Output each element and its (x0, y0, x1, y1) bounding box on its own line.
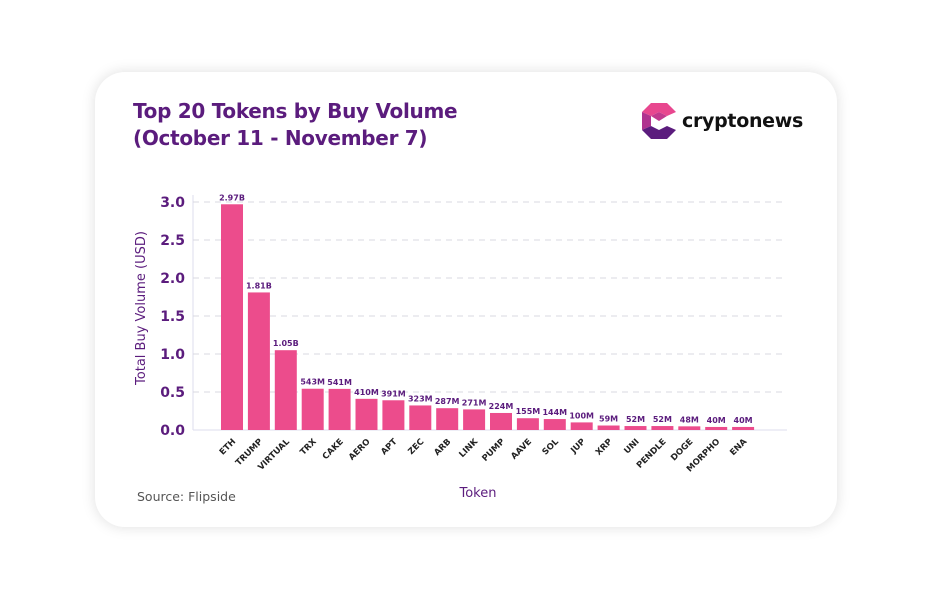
x-tick-label: TRX (298, 437, 319, 458)
bar-zec (409, 405, 432, 430)
bar-eth (221, 204, 243, 430)
bar-virtual (274, 350, 297, 430)
data-label: 541M (327, 378, 352, 387)
x-tick-label: AAVE (509, 437, 534, 462)
x-tick-label: ETH (218, 437, 238, 457)
bar-aero (355, 398, 378, 430)
x-tick-label: ZEC (406, 437, 426, 457)
title-line: Top 20 Tokens by Buy Volume (133, 99, 458, 123)
subtitle-line: (October 11 - November 7) (133, 126, 428, 150)
x-tick-label: ARB (432, 437, 453, 458)
bar-trx (301, 388, 324, 430)
data-label: 40M (734, 416, 753, 425)
bar-arb (436, 408, 459, 430)
data-label: 323M (408, 394, 433, 403)
bar-link (463, 409, 486, 430)
bar-trump (247, 292, 270, 430)
data-label: 271M (462, 398, 487, 407)
chart-card (95, 72, 837, 527)
data-label: 48M (680, 415, 699, 424)
data-label: 391M (381, 389, 406, 398)
bar-doge (678, 426, 701, 430)
data-label: 155M (516, 407, 541, 416)
data-label: 410M (354, 388, 379, 397)
data-label: 224M (489, 402, 514, 411)
data-label: 2.97B (219, 193, 245, 202)
cryptonews-logo-icon (642, 103, 676, 139)
bar-jup (570, 422, 593, 430)
x-tick-label: PUMP (480, 437, 507, 464)
bar-cake (328, 388, 351, 430)
x-tick-label: SOL (541, 437, 562, 458)
data-label: 100M (569, 411, 594, 420)
bar-morpho (705, 426, 728, 430)
y-axis-label: Total Buy Volume (USD) (134, 231, 149, 386)
x-tick-label: AERO (347, 437, 373, 463)
x-tick-label: JUP (569, 437, 588, 456)
x-axis-label: Token (459, 486, 497, 501)
bar-ena (732, 426, 755, 430)
source-note: Source: Flipside (137, 489, 236, 504)
data-label: 52M (653, 415, 672, 424)
data-label: 543M (300, 378, 325, 387)
cryptonews-logo: cryptonews (642, 103, 803, 139)
y-tick-label: 0.0 (160, 423, 185, 439)
chart-title: Top 20 Tokens by Buy Volume (October 11 … (133, 98, 458, 152)
x-tick-label: CAKE (321, 437, 346, 462)
x-tick-label: ENA (728, 437, 749, 458)
data-label: 287M (435, 397, 460, 406)
data-label: 40M (707, 416, 726, 425)
y-tick-label: 2.5 (160, 233, 185, 249)
bar-uni (624, 426, 647, 430)
bar-sol (543, 419, 566, 430)
logo-text: cryptonews (682, 110, 804, 132)
bar-xrp (597, 425, 620, 430)
y-tick-label: 2.0 (160, 271, 185, 287)
data-label: 52M (626, 415, 645, 424)
bar-pump (490, 412, 512, 430)
x-tick-label: UNI (622, 437, 641, 456)
y-tick-label: 0.5 (160, 385, 185, 401)
x-tick-label: PENDLE (635, 437, 669, 471)
y-tick-label: 1.5 (160, 309, 185, 325)
y-tick-label: 1.0 (160, 347, 185, 363)
data-label: 59M (599, 415, 618, 424)
x-tick-label: LINK (457, 437, 480, 460)
data-label: 1.05B (273, 339, 299, 348)
bar-apt (382, 400, 405, 430)
data-label: 144M (542, 408, 567, 417)
x-tick-label: XRP (594, 437, 615, 458)
y-tick-label: 3.0 (160, 195, 185, 211)
bar-pendle (651, 426, 674, 430)
x-tick-label: APT (379, 437, 399, 457)
bar-aave (516, 418, 539, 430)
data-label: 1.81B (246, 281, 272, 290)
